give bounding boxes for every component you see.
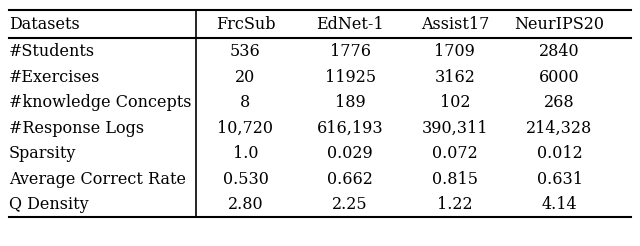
Text: #Exercises: #Exercises xyxy=(9,69,100,86)
Text: 11925: 11925 xyxy=(324,69,376,86)
Text: #Response Logs: #Response Logs xyxy=(9,120,144,137)
Text: 536: 536 xyxy=(230,43,261,60)
Text: 4.14: 4.14 xyxy=(541,196,577,213)
Text: 102: 102 xyxy=(440,94,470,111)
Text: Average Correct Rate: Average Correct Rate xyxy=(9,170,186,187)
Text: 616,193: 616,193 xyxy=(317,120,383,137)
Text: 10,720: 10,720 xyxy=(218,120,273,137)
Text: 0.815: 0.815 xyxy=(432,170,478,187)
Text: 2.25: 2.25 xyxy=(332,196,368,213)
Text: 1.0: 1.0 xyxy=(233,145,258,162)
Text: 1709: 1709 xyxy=(435,43,476,60)
Text: 20: 20 xyxy=(236,69,255,86)
Text: Datasets: Datasets xyxy=(9,15,80,32)
Text: 1776: 1776 xyxy=(330,43,371,60)
Text: #Students: #Students xyxy=(9,43,95,60)
Text: 0.530: 0.530 xyxy=(223,170,268,187)
Text: Assist17: Assist17 xyxy=(420,15,489,32)
Text: 0.029: 0.029 xyxy=(327,145,373,162)
Text: Sparsity: Sparsity xyxy=(9,145,77,162)
Text: 6000: 6000 xyxy=(539,69,580,86)
Text: FrcSub: FrcSub xyxy=(216,15,275,32)
Text: EdNet-1: EdNet-1 xyxy=(316,15,384,32)
Text: NeurIPS20: NeurIPS20 xyxy=(515,15,605,32)
Text: 268: 268 xyxy=(544,94,575,111)
Text: 3162: 3162 xyxy=(435,69,476,86)
Text: 0.012: 0.012 xyxy=(536,145,582,162)
Text: Q Density: Q Density xyxy=(9,196,89,213)
Text: 214,328: 214,328 xyxy=(526,120,593,137)
Text: #knowledge Concepts: #knowledge Concepts xyxy=(9,94,191,111)
Text: 0.662: 0.662 xyxy=(327,170,373,187)
Text: 8: 8 xyxy=(241,94,251,111)
Text: 2.80: 2.80 xyxy=(228,196,263,213)
Text: 390,311: 390,311 xyxy=(422,120,488,137)
Text: 0.072: 0.072 xyxy=(432,145,477,162)
Text: 189: 189 xyxy=(335,94,365,111)
Text: 0.631: 0.631 xyxy=(536,170,582,187)
Text: 1.22: 1.22 xyxy=(437,196,472,213)
Text: 2840: 2840 xyxy=(539,43,580,60)
